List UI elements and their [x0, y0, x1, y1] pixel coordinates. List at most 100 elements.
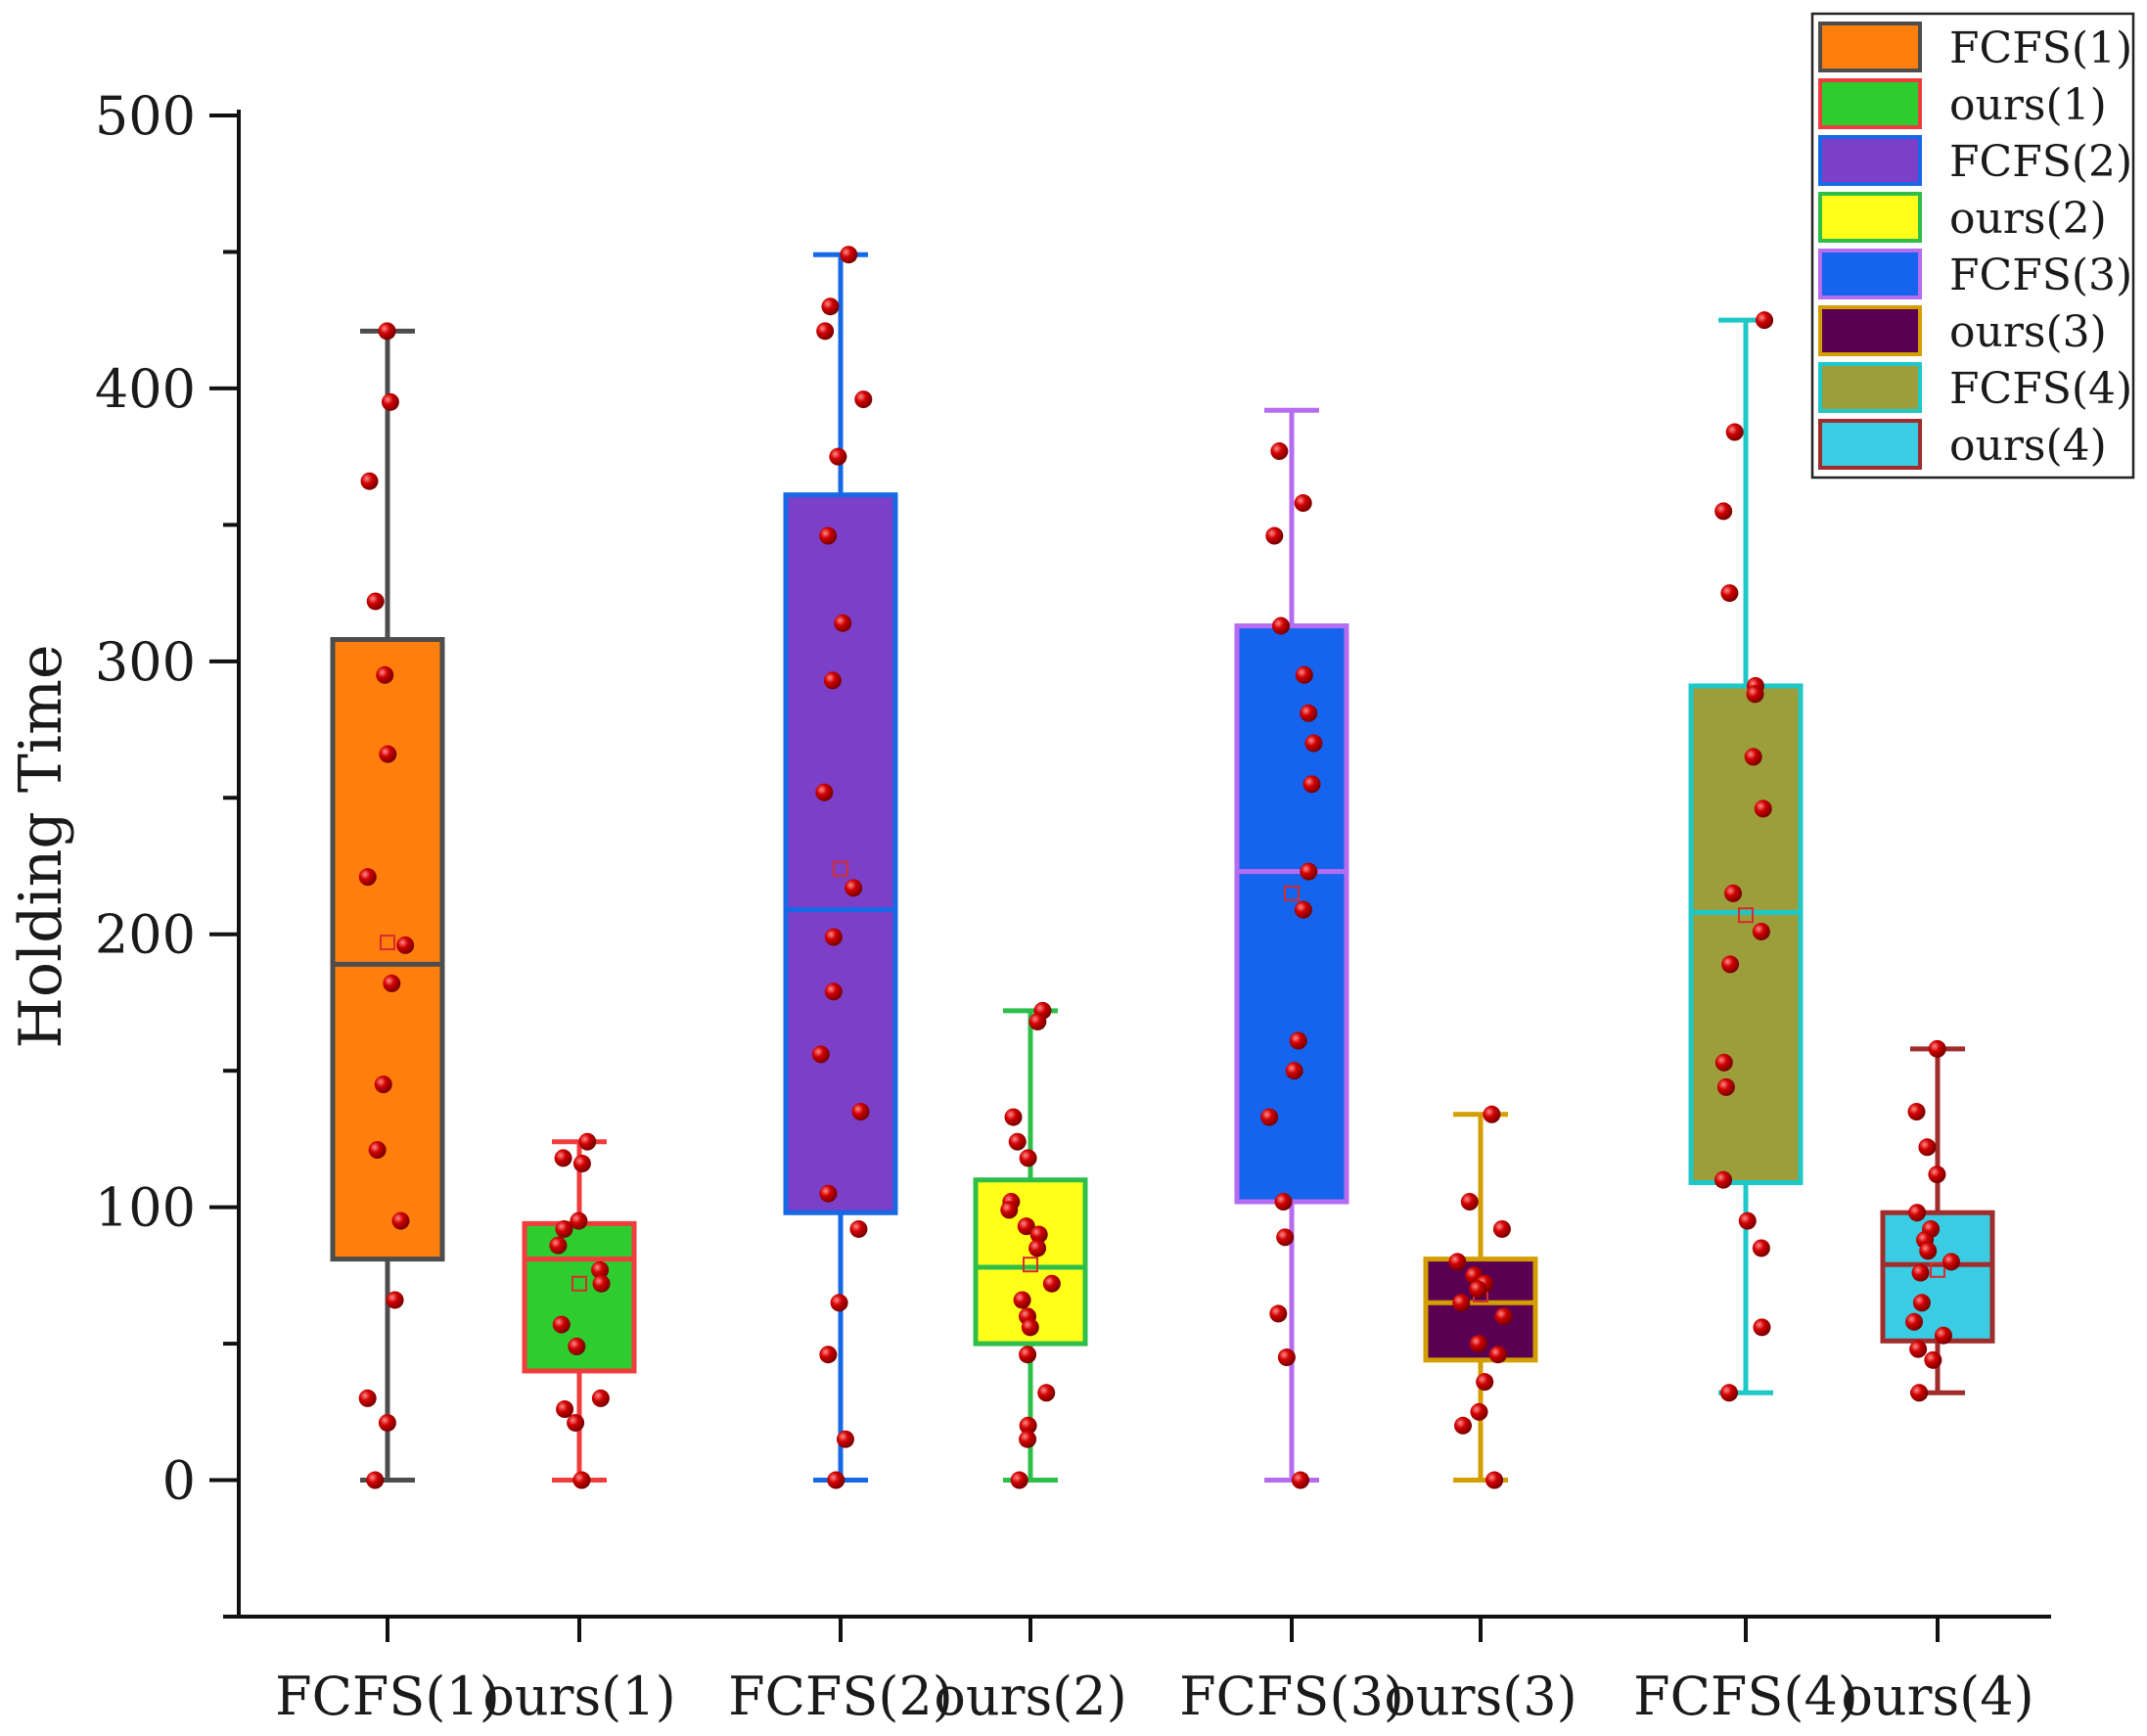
data-point [381, 392, 399, 411]
data-point [556, 1400, 574, 1419]
legend-swatch [1818, 362, 1922, 413]
data-point [1017, 1217, 1035, 1236]
data-point [1909, 1340, 1928, 1358]
legend-swatch [1818, 22, 1922, 72]
box-group-fcfs4 [1688, 311, 1804, 1402]
data-point [1300, 704, 1318, 722]
data-point [1744, 748, 1762, 766]
data-point [836, 1430, 854, 1448]
data-point [1452, 1294, 1471, 1312]
data-point [1269, 1304, 1288, 1323]
legend-swatch [1818, 135, 1922, 186]
data-point [1289, 1031, 1307, 1050]
data-point [570, 1211, 588, 1230]
y-axis-title: Holding Time [7, 645, 75, 1049]
data-point [1028, 1239, 1047, 1257]
x-tick-label: ours(4) [1841, 1666, 2033, 1727]
legend-label: FCFS(3) [1949, 251, 2132, 300]
box-iqr [1688, 683, 1804, 1186]
data-point [578, 1132, 597, 1151]
data-point [572, 1471, 591, 1489]
legend-label: ours(1) [1949, 80, 2107, 130]
data-point [1460, 1193, 1479, 1211]
box-iqr [1234, 623, 1349, 1205]
data-point [386, 1291, 404, 1309]
x-tick-label: ours(1) [482, 1666, 675, 1727]
data-point [366, 1471, 385, 1489]
mean-marker [1930, 1261, 1945, 1278]
legend-label: FCFS(2) [1949, 137, 2132, 187]
data-point [378, 322, 396, 341]
data-point [591, 1260, 610, 1279]
data-point [1285, 1062, 1303, 1080]
data-point [366, 592, 385, 611]
data-point [1907, 1103, 1926, 1121]
data-point [1753, 1318, 1771, 1337]
data-point [1028, 1012, 1047, 1030]
data-point [854, 390, 873, 409]
data-point [554, 1149, 572, 1167]
data-point [1276, 1228, 1295, 1247]
legend-label: ours(2) [1949, 194, 2107, 244]
box-group-ours1 [522, 1132, 637, 1489]
data-point [1019, 1430, 1037, 1448]
data-point [1019, 1346, 1037, 1364]
data-point [1494, 1307, 1513, 1326]
data-point [1304, 734, 1323, 753]
data-point [1294, 900, 1312, 919]
data-point [1271, 617, 1290, 635]
data-point [1721, 955, 1740, 974]
data-point [1294, 494, 1312, 513]
legend: FCFS(1) ours(1) FCFS(2) ours(2) FCFS(3) ours(… [1810, 12, 2135, 480]
data-point [845, 879, 863, 897]
data-point [1260, 1108, 1279, 1126]
x-tick-label: ours(2) [934, 1666, 1126, 1727]
data-point [591, 1389, 610, 1407]
data-point [851, 1103, 870, 1121]
box-iqr [522, 1220, 637, 1374]
box-group-ours4 [1880, 1039, 1995, 1402]
data-point [824, 982, 843, 1001]
data-point [1483, 1105, 1501, 1123]
y-tick-label: 200 [95, 904, 196, 966]
legend-label: FCFS(1) [1949, 23, 2132, 73]
x-tick-label: FCFS(3) [1179, 1666, 1404, 1727]
x-tick-label: ours(3) [1384, 1666, 1576, 1727]
data-point [1928, 1039, 1946, 1058]
data-point [1300, 862, 1318, 881]
data-point [360, 472, 379, 490]
data-point [376, 665, 394, 684]
data-point [396, 936, 415, 954]
data-point [378, 1413, 396, 1432]
data-point [830, 1294, 848, 1312]
data-point [1714, 1170, 1733, 1189]
data-point [1008, 1132, 1027, 1151]
legend-swatch [1818, 249, 1922, 299]
legend-label: ours(3) [1949, 307, 2107, 357]
box-group-ours3 [1423, 1105, 1538, 1489]
data-point [1291, 1471, 1309, 1489]
data-point [823, 671, 842, 690]
mean-marker [571, 1275, 587, 1292]
data-point [391, 1211, 410, 1230]
data-point [816, 322, 835, 341]
data-point [849, 1219, 868, 1238]
data-point [1000, 1201, 1019, 1219]
data-point [1010, 1471, 1028, 1489]
data-point [1908, 1204, 1927, 1222]
data-point [1454, 1416, 1473, 1435]
data-point [572, 1155, 591, 1173]
data-point [1029, 1225, 1048, 1244]
data-point [819, 1346, 838, 1364]
data-point [1492, 1219, 1511, 1238]
data-point [1746, 685, 1764, 704]
y-tick-label: 500 [95, 85, 196, 147]
data-point [1302, 775, 1321, 794]
data-point [1042, 1274, 1061, 1293]
data-point [821, 297, 840, 316]
legend-label: FCFS(4) [1949, 364, 2132, 414]
data-point [555, 1219, 573, 1238]
data-point [840, 246, 858, 264]
data-point [1469, 1335, 1487, 1353]
